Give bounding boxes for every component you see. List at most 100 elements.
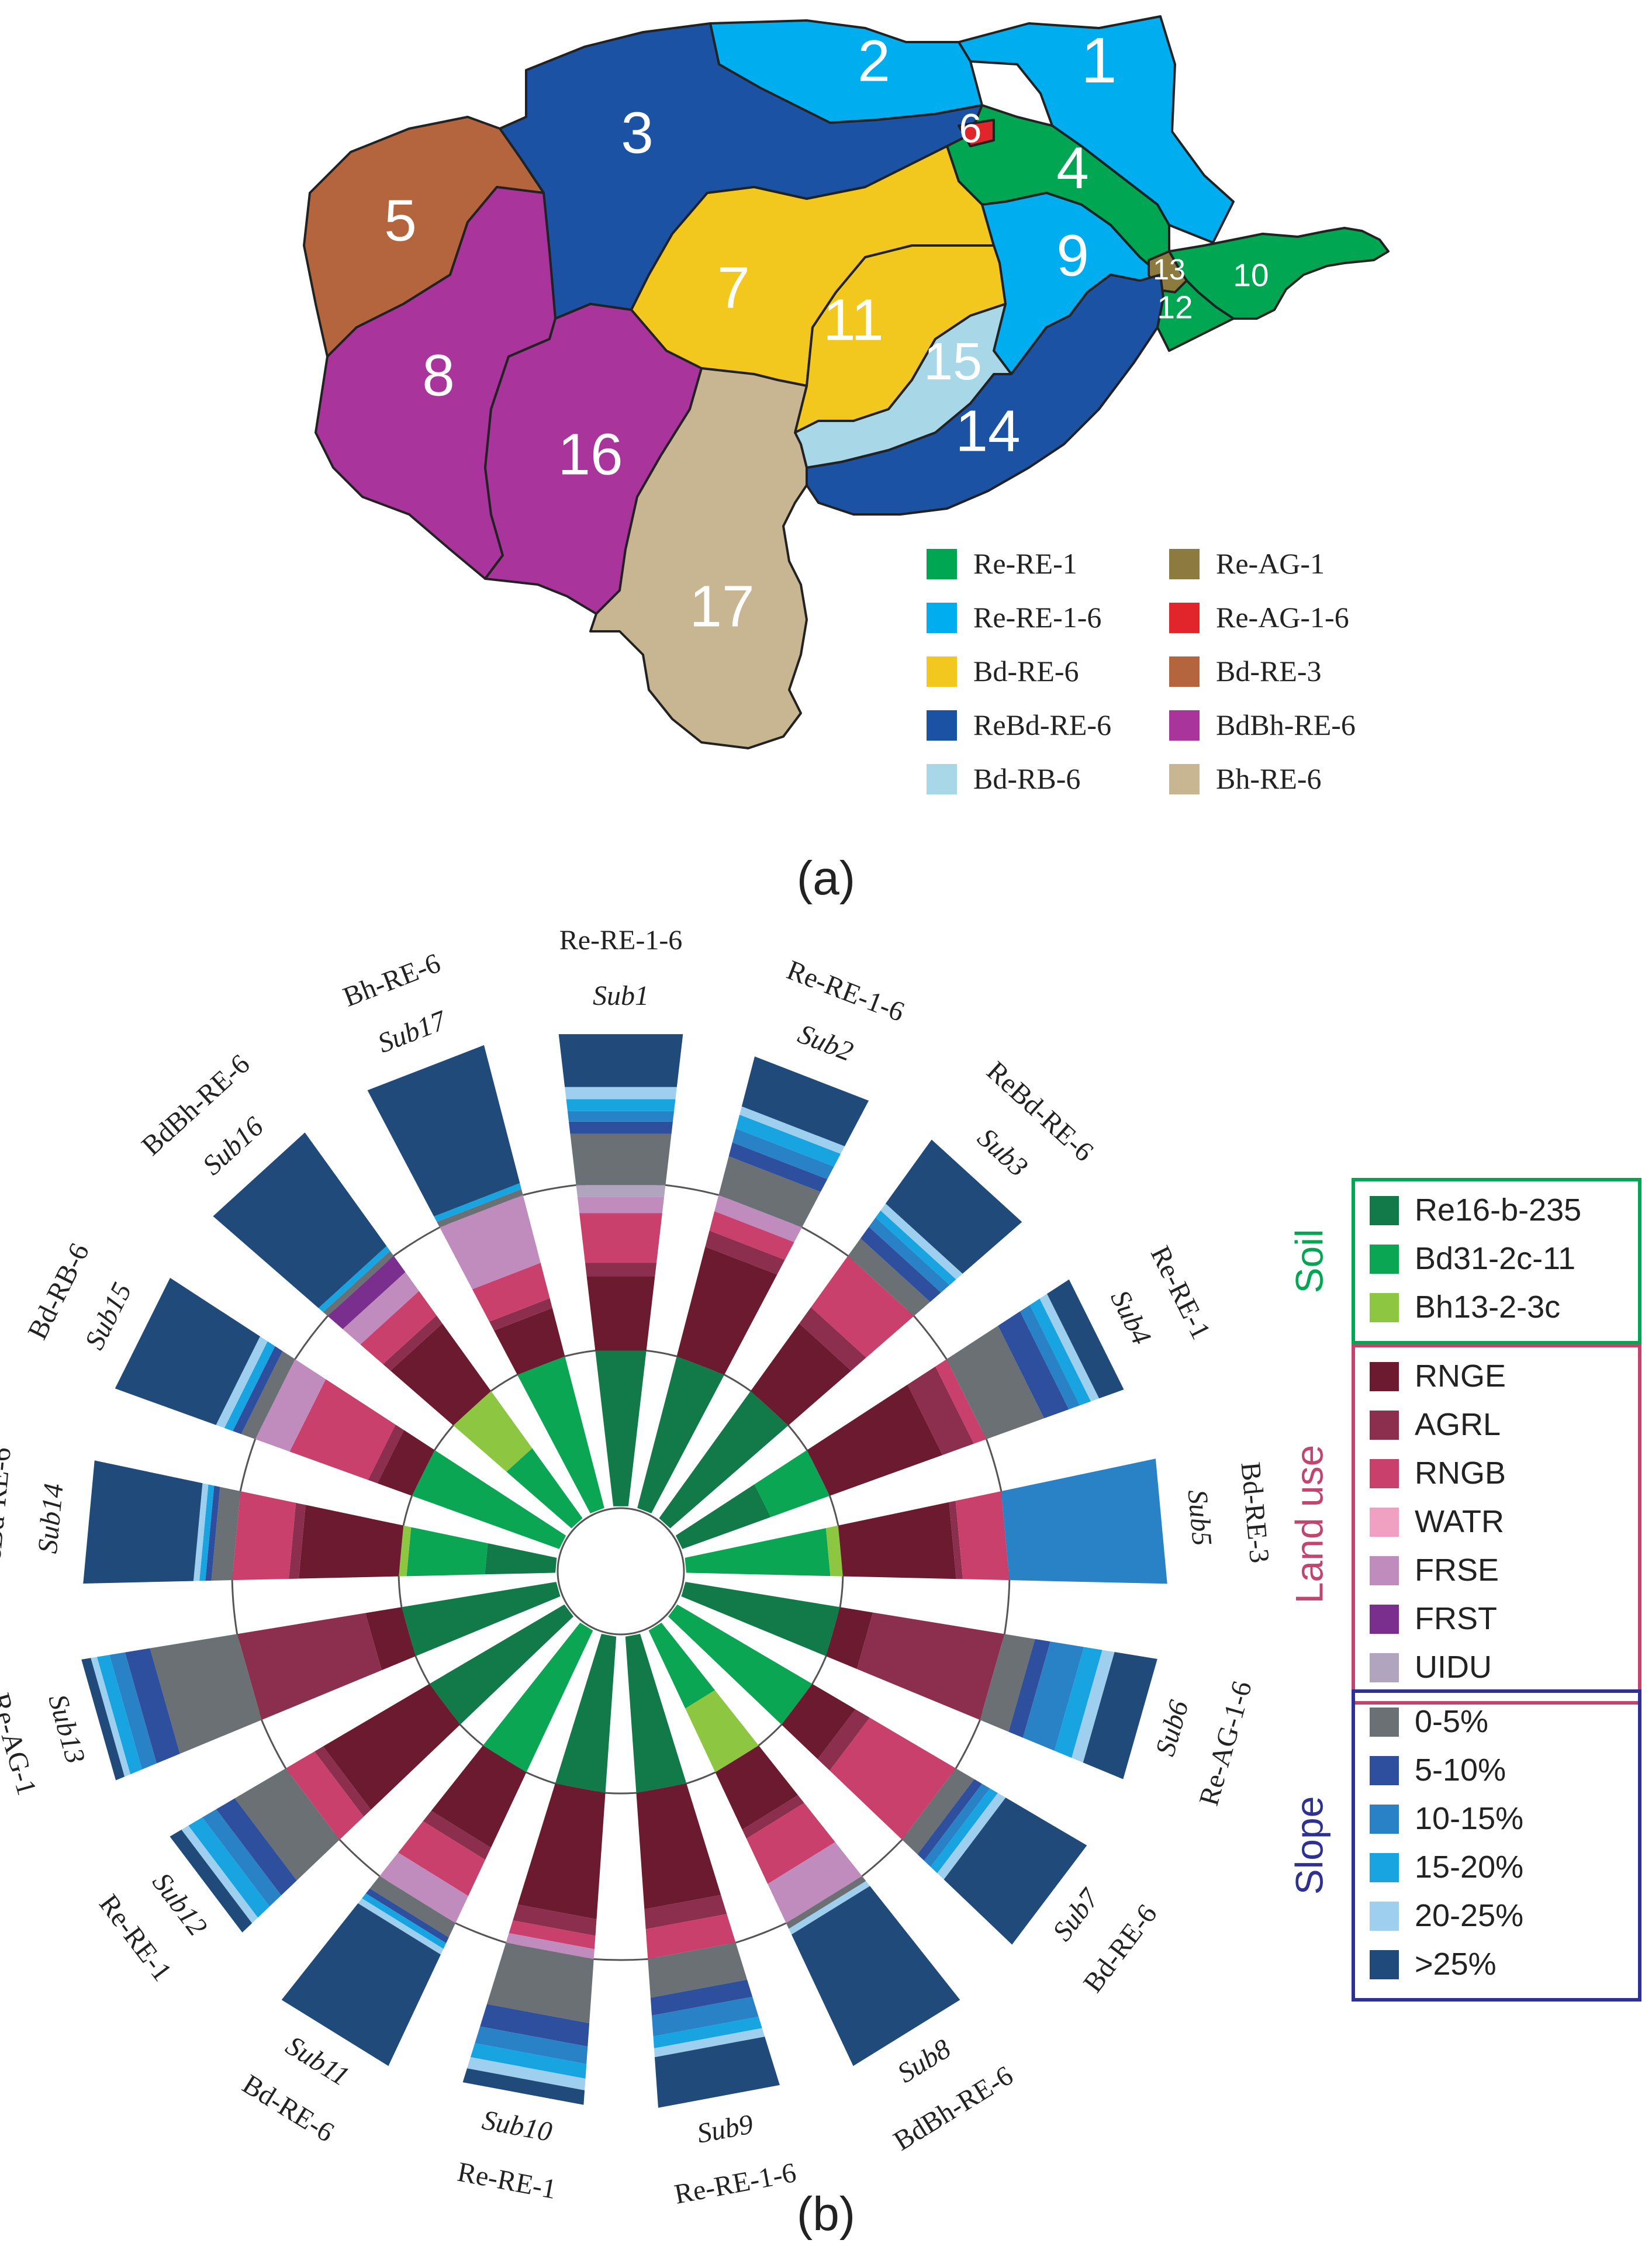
sub16-landuse-rngb	[360, 1291, 437, 1364]
sub5-soil-bd31-2c-11	[685, 1528, 831, 1577]
legend-label-frst: FRST	[1415, 1601, 1497, 1636]
sub15-slope-20-25-	[216, 1336, 268, 1428]
subbasin-3-label: 3	[621, 100, 654, 165]
legend-box-slope	[1352, 1689, 1641, 2002]
legend-box-land-use	[1352, 1344, 1641, 1705]
sub6-landuse-agrl	[856, 1612, 1005, 1720]
sub8-slope--25-	[791, 1886, 960, 2066]
sub16-slope--25-	[213, 1132, 387, 1308]
sub16-landuse-frst	[327, 1256, 406, 1329]
legend-swatch-bh13-2-3c	[1370, 1293, 1399, 1322]
legend-label-5-10-: 5-10%	[1415, 1753, 1506, 1788]
sub1-soil-re16-b-235	[595, 1350, 647, 1506]
sub12-soil-re16-b-235	[429, 1604, 573, 1725]
sub14-slope-15-20-	[199, 1484, 215, 1581]
sub16-slope-15-20-	[318, 1246, 390, 1312]
legend-swatch-rngb	[1370, 1459, 1399, 1488]
sub14-landuse-rngb	[232, 1491, 296, 1581]
sub2-slope-15-20-	[735, 1114, 841, 1167]
sub1-landuse-frse	[577, 1197, 665, 1214]
sub8-soil-bh13-2-3c	[685, 1690, 759, 1772]
sub2-soil-re16-b-235	[637, 1356, 725, 1513]
sub6-soil-re16-b-235	[681, 1582, 841, 1657]
legend-label-bh13-2-3c: Bh13-2-3c	[1415, 1290, 1560, 1325]
legend-label-0-5-: 0-5%	[1415, 1704, 1488, 1739]
legend-label-20-25-: 20-25%	[1415, 1898, 1523, 1933]
sub4-slope-5-10-	[998, 1311, 1069, 1419]
sub1-slope-5-10-	[569, 1121, 673, 1134]
sub16-slope-0-5-	[323, 1250, 394, 1316]
sub1-landuse-rnge	[586, 1276, 655, 1351]
sub2-slope-0-5-	[718, 1156, 821, 1228]
subbasin-map	[303, 15, 1390, 749]
sub11-landuse-rngb	[398, 1821, 486, 1896]
sub3-slope-0-5-	[848, 1238, 931, 1316]
sub10-landuse-rngb	[509, 1920, 596, 1950]
hru-legend: Re-RE-1 Re-RE-1-6 Bd-RE-6 ReBd-RE-6 Bd-RB-6 R…	[927, 547, 1356, 795]
sub8-landuse-frse	[768, 1842, 862, 1923]
legend-label-15-20-: 15-20%	[1415, 1850, 1523, 1885]
sub11-landuse-frse	[379, 1852, 469, 1923]
legend-label-10-15-: 10-15%	[1415, 1801, 1523, 1836]
sub6-landuse-rnge	[826, 1607, 873, 1670]
legend-swatch-bd-rb-6	[927, 764, 957, 794]
legend-label-re16-b-235: Re16-b-235	[1415, 1193, 1581, 1228]
sub7-slope-0-5-	[902, 1768, 974, 1855]
sub12-landuse-agrl	[314, 1746, 371, 1817]
sub9-slope-15-20-	[653, 2016, 762, 2049]
sub3-slope-10-15-	[869, 1217, 950, 1293]
sub15-landuse-agrl	[368, 1425, 405, 1484]
legend-swatch-rebd-re-6	[927, 710, 957, 741]
sub14-slope-0-5-	[211, 1487, 241, 1581]
sub1-landuse-rngb	[579, 1213, 662, 1263]
sub2-slope-20-25-	[739, 1106, 845, 1154]
sub5-landuse-rnge	[838, 1502, 956, 1579]
legend-swatch-5-10-	[1370, 1756, 1399, 1785]
sub5-landuse-rngb	[955, 1491, 1010, 1581]
sub10-landuse-frse	[506, 1933, 595, 1959]
sub4-landuse-agrl	[907, 1366, 974, 1456]
legend-label-uidu: UIDU	[1415, 1650, 1492, 1685]
sub17-landuse-rnge	[494, 1308, 565, 1375]
sub4-soil-bd31-2c-11	[754, 1450, 830, 1518]
sub16-landuse-frse	[343, 1272, 419, 1344]
sub14-slope-20-25-	[193, 1483, 209, 1581]
sub7-slope-10-15-	[924, 1783, 990, 1867]
legend-swatch-bdbh-re-6	[1169, 710, 1200, 741]
subbasin-8-label: 8	[422, 343, 455, 408]
subbasin-7-label: 7	[717, 255, 750, 320]
legend-swatch-bd-re-6	[927, 656, 957, 687]
sub8-slope-0-5-	[786, 1876, 866, 1929]
subbasin-16-label: 16	[558, 421, 623, 487]
sub11-slope--25-	[281, 1903, 441, 2066]
sub4-landuse-rnge	[807, 1384, 943, 1496]
sub12-landuse-rnge	[323, 1684, 461, 1810]
sub13-slope-10-15-	[109, 1652, 157, 1769]
legend-label-agrl: AGRL	[1415, 1407, 1501, 1442]
sub4-slope-10-15-	[1019, 1305, 1080, 1409]
sub7-landuse-rngb	[830, 1717, 956, 1840]
sub11-slope-20-25-	[358, 1898, 444, 1955]
sub9-landuse-rngb	[645, 1914, 736, 1959]
sub17-landuse-frse	[440, 1195, 541, 1290]
sub7-slope-20-25-	[937, 1793, 1006, 1880]
sub10-soil-re16-b-235	[555, 1633, 617, 1793]
legend-title-soil: Soil	[1287, 1229, 1330, 1293]
sub1-slope-0-5-	[570, 1133, 672, 1185]
sub12-slope-0-5-	[234, 1768, 340, 1881]
sub11-landuse-rnge	[431, 1745, 527, 1848]
legend-swatch-bd31-2c-11	[1370, 1245, 1399, 1274]
legend-label-bd-re-6: Bd-RE-6	[973, 655, 1079, 687]
sub5-label: Sub5	[1181, 1488, 1218, 1547]
legend-swatch-uidu	[1370, 1653, 1399, 1682]
sub17-slope-0-5-	[437, 1189, 523, 1228]
sub2-slope-10-15-	[732, 1128, 834, 1180]
sub8-landuse-agrl	[742, 1795, 804, 1839]
legend-title-land-use: Land use	[1287, 1445, 1330, 1604]
sub15-slope--25-	[115, 1277, 260, 1425]
sub12-slope-15-20-	[188, 1817, 270, 1918]
sub14-label: Sub14	[32, 1482, 70, 1554]
sub12-slope-10-15-	[202, 1809, 282, 1907]
sub6-slope-0-5-	[980, 1634, 1035, 1732]
